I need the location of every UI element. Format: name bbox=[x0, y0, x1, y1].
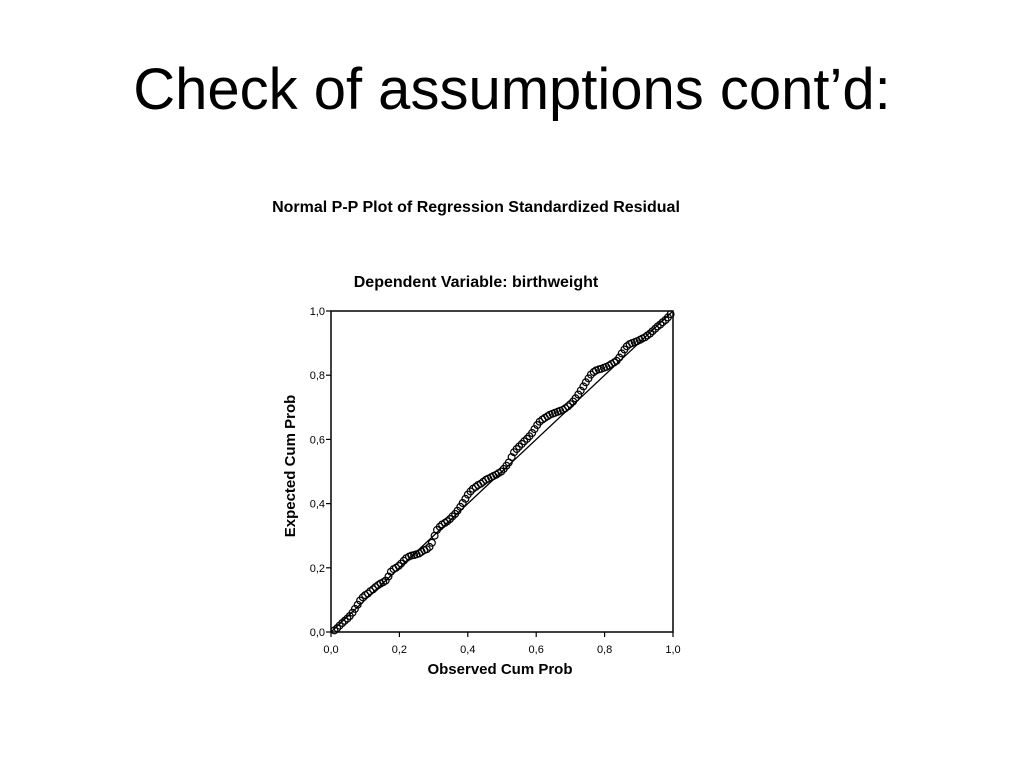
data-point bbox=[435, 522, 444, 531]
y-tick-label: 0,6 bbox=[310, 434, 325, 446]
data-point bbox=[358, 593, 367, 602]
y-tick-label: 0,0 bbox=[310, 627, 325, 639]
data-point bbox=[656, 320, 665, 329]
y-tick-label: 0,4 bbox=[310, 499, 325, 511]
chart-subtitle: Dependent Variable: birthweight bbox=[354, 274, 599, 291]
y-tick-label: 0,2 bbox=[310, 563, 325, 575]
x-tick-label: 0,0 bbox=[323, 644, 338, 656]
data-point bbox=[579, 382, 588, 391]
data-point bbox=[515, 442, 524, 451]
data-point bbox=[425, 542, 434, 551]
data-point bbox=[338, 618, 347, 627]
x-axis-label: Observed Cum Prob bbox=[427, 661, 572, 678]
y-tick-label: 1,0 bbox=[310, 306, 325, 318]
data-point bbox=[648, 327, 657, 336]
x-tick-label: 0,6 bbox=[529, 644, 544, 656]
data-point bbox=[343, 614, 352, 623]
data-point bbox=[512, 445, 521, 454]
data-point bbox=[386, 567, 395, 576]
x-tick-label: 0,2 bbox=[392, 644, 407, 656]
data-point bbox=[448, 512, 457, 521]
data-point bbox=[333, 624, 342, 633]
data-point bbox=[476, 479, 485, 488]
y-tick-label: 0,8 bbox=[310, 370, 325, 382]
data-point bbox=[458, 499, 467, 508]
x-tick-label: 1,0 bbox=[665, 644, 680, 656]
data-point bbox=[576, 386, 585, 395]
data-point bbox=[615, 353, 624, 362]
data-point bbox=[566, 400, 575, 409]
data-point bbox=[528, 429, 537, 438]
data-point bbox=[384, 572, 393, 581]
data-point bbox=[399, 556, 408, 565]
data-point bbox=[563, 402, 572, 411]
data-point bbox=[651, 324, 660, 333]
data-point bbox=[646, 329, 655, 338]
data-point bbox=[446, 514, 455, 523]
data-point bbox=[666, 310, 675, 319]
x-tick-label: 0,8 bbox=[597, 644, 612, 656]
data-point bbox=[530, 425, 539, 434]
data-point bbox=[353, 600, 362, 609]
x-tick-label: 0,4 bbox=[460, 644, 475, 656]
data-point bbox=[427, 538, 436, 547]
chart-title: Normal P-P Plot of Regression Standardiz… bbox=[272, 199, 680, 216]
data-point bbox=[507, 453, 516, 462]
data-point bbox=[335, 621, 344, 630]
plot-frame bbox=[330, 310, 674, 633]
data-point bbox=[369, 585, 378, 594]
data-point bbox=[574, 390, 583, 399]
y-axis-label: Expected Cum Prob bbox=[282, 395, 299, 538]
data-point bbox=[497, 467, 506, 476]
data-point bbox=[517, 439, 526, 448]
data-point bbox=[466, 487, 475, 496]
data-point bbox=[363, 589, 372, 598]
data-point bbox=[640, 333, 649, 342]
data-point bbox=[394, 561, 403, 570]
data-point bbox=[461, 494, 470, 503]
slide-title: Check of assumptions cont’d: bbox=[133, 57, 891, 122]
data-point bbox=[522, 434, 531, 443]
data-point bbox=[661, 316, 670, 325]
